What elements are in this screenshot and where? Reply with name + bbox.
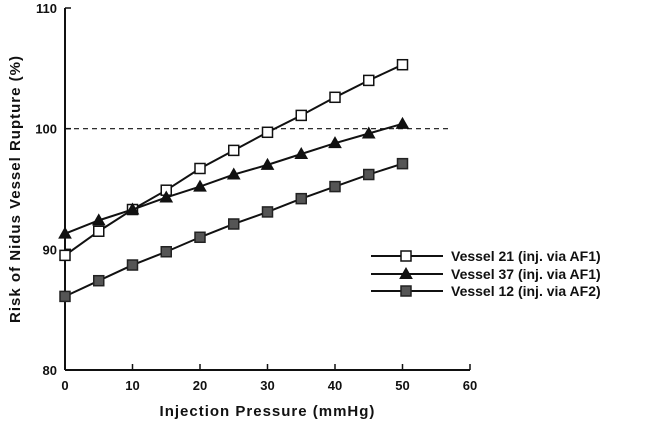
data-point <box>261 206 274 218</box>
axes: 0 10 20 30 40 50 60 80 90 100 110 <box>35 1 477 393</box>
x-tick-label: 0 <box>61 378 68 393</box>
legend-label: Vessel 21 (inj. via AF1) <box>451 248 601 264</box>
data-point <box>193 179 207 192</box>
x-tick-label: 40 <box>328 378 342 393</box>
x-tick-label: 30 <box>260 378 274 393</box>
x-tick-label: 50 <box>395 378 409 393</box>
series-line <box>64 162 403 298</box>
data-point <box>93 274 105 287</box>
data-point <box>125 202 140 215</box>
x-axis-title: Injection Pressure (mmHg) <box>160 403 376 420</box>
y-tick-label: 100 <box>35 122 57 137</box>
y-axis-title: Risk of Nidus Vessel Rupture (%) <box>7 55 24 323</box>
data-point <box>363 74 375 87</box>
series-1 <box>59 58 409 262</box>
legend-item: Vessel 37 (inj. via AF1) <box>371 266 601 282</box>
data-point <box>126 259 139 271</box>
x-tick-label: 10 <box>125 378 139 393</box>
y-tick-label: 90 <box>43 242 57 257</box>
data-point <box>361 126 376 139</box>
legend: Vessel 21 (inj. via AF1) Vessel 37 (inj. … <box>371 248 601 299</box>
data-point <box>58 226 72 239</box>
data-point <box>329 91 341 104</box>
data-point <box>93 225 105 237</box>
data-point <box>228 144 240 157</box>
data-point <box>59 290 71 303</box>
x-tick-label: 60 <box>463 378 477 393</box>
legend-item: Vessel 12 (inj. via AF2) <box>371 283 601 299</box>
legend-label: Vessel 37 (inj. via AF1) <box>451 266 601 282</box>
legend-marker <box>400 285 412 297</box>
series-2 <box>58 116 410 239</box>
data-point <box>396 157 409 170</box>
data-point <box>329 180 341 193</box>
data-point <box>194 162 206 175</box>
data-point <box>328 136 342 149</box>
data-point <box>160 245 172 258</box>
series-group <box>58 58 410 303</box>
data-point <box>228 218 240 230</box>
data-point <box>194 231 206 244</box>
data-point <box>159 190 174 203</box>
data-point <box>59 249 71 262</box>
data-point <box>294 146 309 160</box>
series-3 <box>59 157 409 303</box>
data-point <box>395 116 410 129</box>
data-point <box>295 109 307 122</box>
legend-marker <box>400 250 412 262</box>
x-tick-label: 20 <box>193 378 207 393</box>
data-point <box>91 213 106 226</box>
data-point <box>226 167 241 180</box>
data-point <box>396 58 409 71</box>
data-point <box>261 126 274 139</box>
data-point <box>363 168 375 181</box>
data-point <box>260 157 275 170</box>
legend-label: Vessel 12 (inj. via AF2) <box>451 283 601 299</box>
y-tick-label: 80 <box>43 363 57 378</box>
legend-item: Vessel 21 (inj. via AF1) <box>371 248 601 264</box>
legend-marker <box>399 266 413 279</box>
y-tick-label: 110 <box>36 1 57 16</box>
data-point <box>295 192 307 205</box>
